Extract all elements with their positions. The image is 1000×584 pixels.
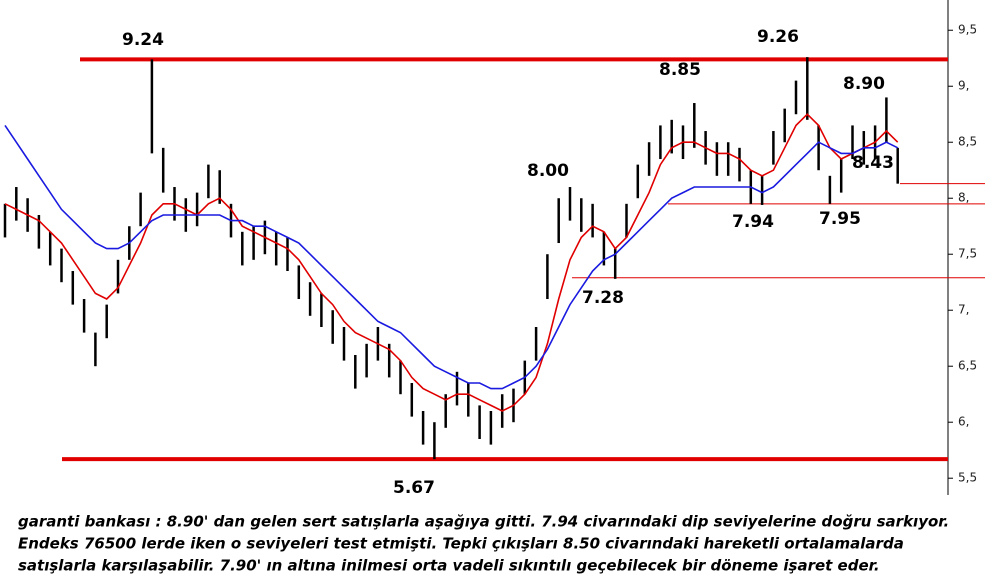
annotation: 5.67 (393, 478, 435, 498)
y-tick-label: 6, (958, 415, 969, 429)
moving-average (4, 113, 899, 412)
y-tick-label: 8,5 (958, 135, 977, 149)
y-tick-label: 6,5 (958, 359, 977, 373)
annotation: 7.94 (732, 212, 774, 232)
moving-average (4, 124, 899, 390)
caption-line: Endeks 76500 lerde iken o seviyeleri tes… (18, 535, 904, 553)
caption-line: satışlarla karşılaşabilir. 7.90' ın altı… (18, 557, 880, 575)
y-tick-label: 8, (958, 191, 969, 205)
annotation: 7.28 (582, 288, 624, 308)
y-tick-label: 5,5 (958, 471, 977, 485)
annotation: 8.43 (852, 153, 894, 173)
annotation: 9.26 (757, 27, 799, 47)
annotation: 7.95 (819, 209, 861, 229)
y-tick-label: 9, (958, 79, 969, 93)
annotation: 8.85 (659, 60, 701, 80)
annotation: 9.24 (122, 30, 164, 50)
y-tick-label: 7,5 (958, 247, 977, 261)
y-tick-label: 9,5 (958, 23, 977, 37)
annotation: 8.90 (843, 74, 885, 94)
y-tick-label: 7, (958, 303, 969, 317)
caption-line: garanti bankası : 8.90' dan gelen sert s… (18, 513, 949, 531)
annotation: 8.00 (527, 161, 569, 181)
